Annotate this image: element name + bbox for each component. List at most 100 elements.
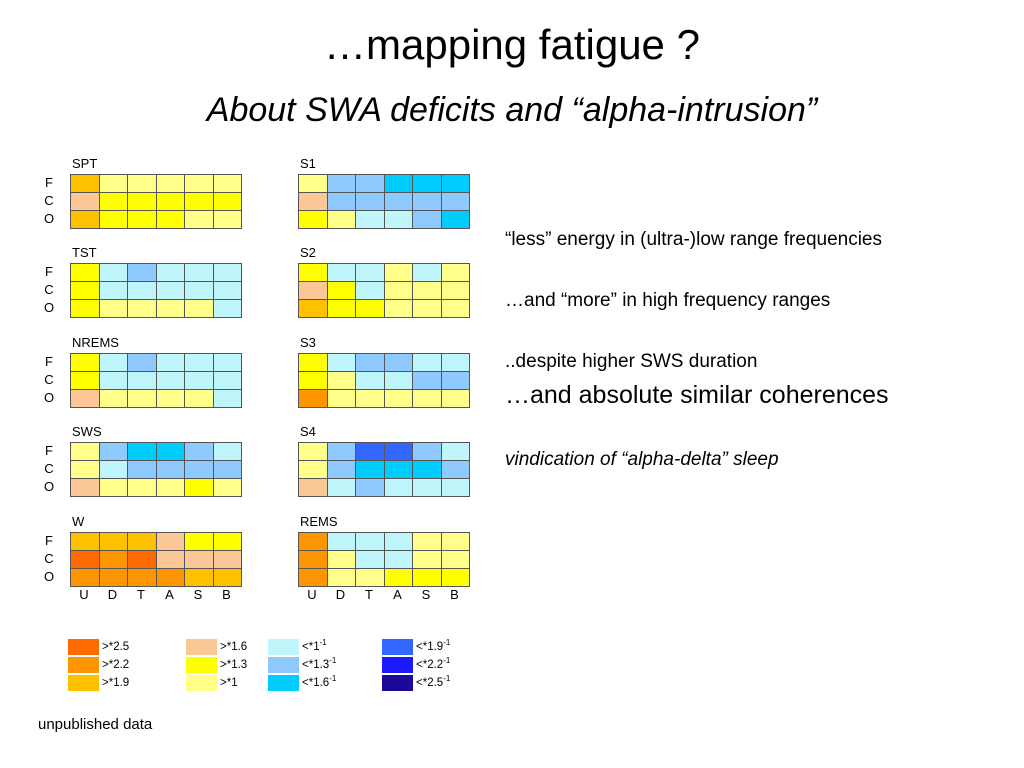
heatmap-cell <box>326 174 356 193</box>
heatmap-cell <box>298 389 328 408</box>
heatmap-cell <box>184 174 214 193</box>
heatmap-cell <box>326 192 356 211</box>
heatmap-cell <box>184 460 214 479</box>
panel-label-s2: S2 <box>300 245 316 260</box>
legend-label: <*1.3-1 <box>302 656 337 672</box>
row-label-f: F <box>45 533 53 548</box>
row-label-c: C <box>44 551 54 566</box>
note-more-high-frequency: …and “more” in high frequency ranges <box>505 290 831 311</box>
heatmap-cell <box>355 532 385 551</box>
heatmap-cell <box>98 174 128 193</box>
heatmap-cell <box>70 442 100 461</box>
row-label-c: C <box>44 193 54 208</box>
heatmap-cell <box>155 442 185 461</box>
heatmap-cell <box>98 389 128 408</box>
heatmap-cell <box>98 210 128 229</box>
heatmap-cell <box>383 263 413 282</box>
heatmap-cell <box>440 532 470 551</box>
heatmap-cell <box>355 281 385 300</box>
heatmap-cell <box>184 478 214 497</box>
heatmap-cell <box>298 174 328 193</box>
row-label-o: O <box>43 211 55 226</box>
heatmap-cell <box>127 281 157 300</box>
panel-label-s1: S1 <box>300 156 316 171</box>
heatmap-cell <box>184 389 214 408</box>
row-label-o: O <box>43 569 55 584</box>
heatmap-cell <box>355 353 385 372</box>
col-label-s: S <box>421 587 431 602</box>
panel-label-tst: TST <box>72 245 97 260</box>
heatmap-cell <box>412 192 442 211</box>
heatmap-cell <box>440 478 470 497</box>
heatmap-cell <box>98 568 128 587</box>
col-label-d: D <box>107 587 118 602</box>
heatmap-cell <box>412 478 442 497</box>
heatmap-cell <box>412 532 442 551</box>
heatmap-cell <box>70 371 100 390</box>
legend-label: >*1 <box>220 677 238 689</box>
col-label-a: A <box>165 587 174 602</box>
heatmap-cell <box>355 210 385 229</box>
panel-label-s4: S4 <box>300 424 316 439</box>
legend-label: >*2.5 <box>102 641 130 653</box>
heatmap-cell <box>70 460 100 479</box>
col-label-t: T <box>137 587 145 602</box>
heatmap-cell <box>184 299 214 318</box>
heatmap-cell <box>127 371 157 390</box>
panel-label-spt: SPT <box>72 156 98 171</box>
legend-label: >*1.9 <box>102 677 130 689</box>
heatmap-cell <box>212 532 242 551</box>
heatmap-cell <box>212 460 242 479</box>
row-label-c: C <box>44 282 54 297</box>
heatmap-cell <box>155 263 185 282</box>
heatmap-cell <box>383 210 413 229</box>
heatmap-cell <box>212 210 242 229</box>
heatmap-cell <box>412 442 442 461</box>
heatmap-cell <box>212 192 242 211</box>
heatmap-cell <box>298 192 328 211</box>
row-label-o: O <box>43 479 55 494</box>
heatmap-cell <box>298 299 328 318</box>
heatmap-cell <box>155 568 185 587</box>
heatmap-cell <box>383 442 413 461</box>
heatmap-cell <box>326 460 356 479</box>
heatmap-cell <box>155 478 185 497</box>
footer-note: unpublished data <box>38 716 153 733</box>
heatmap-cell <box>70 174 100 193</box>
heatmap-cell <box>127 210 157 229</box>
legend-swatch <box>186 657 217 673</box>
heatmap-cell <box>298 263 328 282</box>
heatmap-cell <box>440 299 470 318</box>
heatmap-cell <box>212 568 242 587</box>
heatmap-cell <box>412 353 442 372</box>
heatmap-cell <box>184 210 214 229</box>
heatmap-cell <box>184 371 214 390</box>
legend-swatch <box>186 639 217 655</box>
heatmap-cell <box>440 263 470 282</box>
heatmap-cell <box>155 389 185 408</box>
row-label-f: F <box>45 443 53 458</box>
heatmap-cell <box>155 460 185 479</box>
heatmap-cell <box>440 371 470 390</box>
heatmap-cell <box>440 550 470 569</box>
heatmap-cell <box>383 460 413 479</box>
heatmap-cell <box>184 353 214 372</box>
heatmap-cell <box>440 210 470 229</box>
row-label-f: F <box>45 175 53 190</box>
note-alpha-delta: vindication of “alpha-delta” sleep <box>505 449 779 470</box>
heatmap-cell <box>440 442 470 461</box>
heatmap-cell <box>184 192 214 211</box>
heatmap-cell <box>355 389 385 408</box>
heatmap-cell <box>383 371 413 390</box>
col-label-a: A <box>393 587 402 602</box>
heatmap-cell <box>70 568 100 587</box>
heatmap-cell <box>212 371 242 390</box>
heatmap-cell <box>326 263 356 282</box>
heatmap-cell <box>98 192 128 211</box>
panel-label-s3: S3 <box>300 335 316 350</box>
heatmap-cell <box>412 281 442 300</box>
note-similar-coherences: …and absolute similar coherences <box>505 381 889 409</box>
row-label-c: C <box>44 372 54 387</box>
heatmap-cell <box>98 442 128 461</box>
col-label-b: B <box>450 587 459 602</box>
